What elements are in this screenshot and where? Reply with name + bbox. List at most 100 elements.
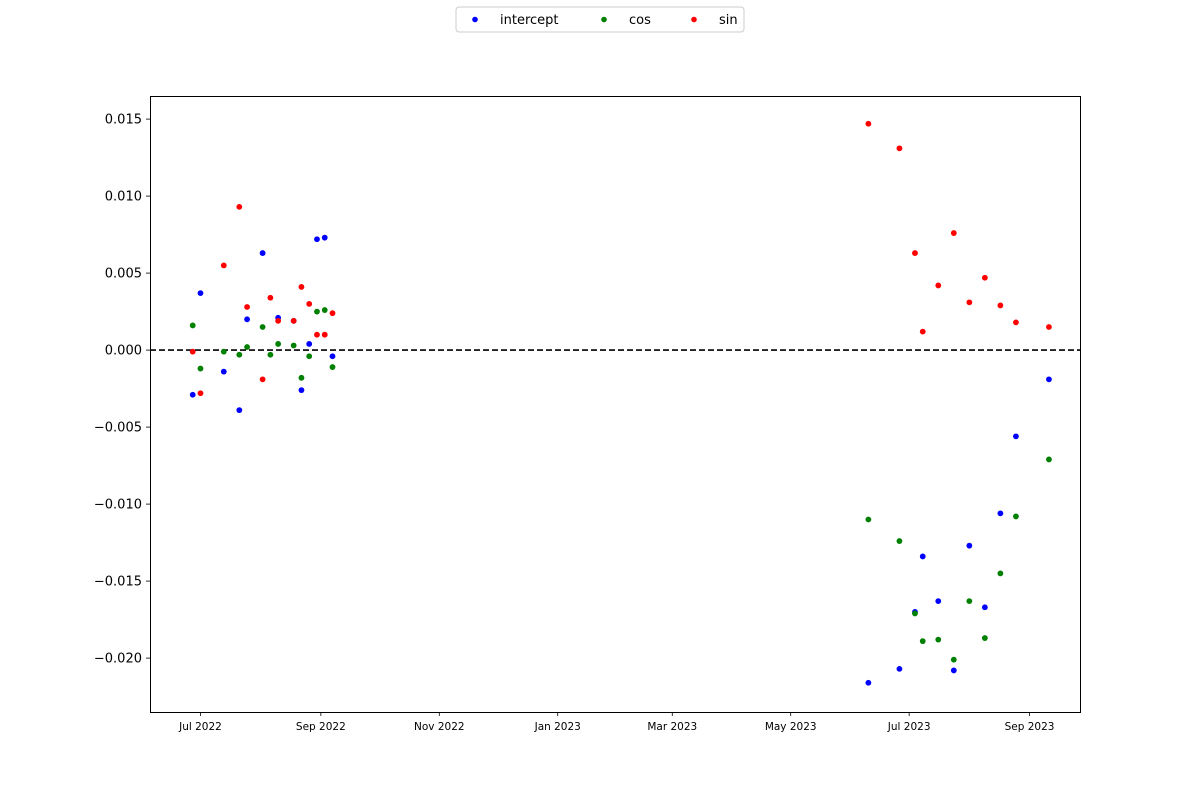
data-point-sin xyxy=(197,390,204,397)
legend-label-cos: cos xyxy=(629,13,651,28)
series-cos xyxy=(189,307,1052,663)
x-tick-label: May 2023 xyxy=(765,721,817,733)
data-point-intercept xyxy=(865,679,872,686)
data-point-intercept xyxy=(1046,376,1052,383)
data-point-sin xyxy=(912,250,918,256)
data-point-sin xyxy=(1013,319,1019,326)
data-point-cos xyxy=(259,324,266,330)
data-point-sin xyxy=(997,302,1004,309)
data-point-cos xyxy=(244,344,250,350)
data-point-intercept xyxy=(981,604,988,611)
data-point-cos xyxy=(1046,456,1052,463)
data-point-sin xyxy=(275,317,282,324)
data-point-cos xyxy=(298,374,305,381)
data-point-sin xyxy=(298,284,305,290)
data-point-intercept xyxy=(220,368,227,375)
data-point-intercept xyxy=(306,341,313,347)
y-tick-label: 0.015 xyxy=(105,113,142,128)
legend-marker-intercept xyxy=(472,16,478,23)
y-axis: 0.015 0.010 0.005 0.000 −0.005 −0.010 −0.015 −0… xyxy=(94,113,150,667)
data-point-cos xyxy=(950,656,957,663)
data-point-sin xyxy=(259,376,266,383)
x-tick-label: Jul 2023 xyxy=(887,721,931,733)
data-point-sin xyxy=(189,348,196,355)
data-point-cos xyxy=(935,636,942,643)
y-tick-label: 0.010 xyxy=(105,190,142,205)
data-point-intercept xyxy=(197,290,204,297)
data-point-sin xyxy=(267,294,274,301)
y-tick-label: 0.005 xyxy=(105,267,142,282)
legend-marker-cos xyxy=(601,16,607,23)
data-point-intercept xyxy=(329,353,336,360)
scatter-points xyxy=(189,120,1052,686)
data-point-sin xyxy=(896,145,903,152)
data-point-sin xyxy=(1046,324,1052,330)
legend-box xyxy=(455,6,745,33)
data-point-sin xyxy=(220,262,227,269)
data-point-cos xyxy=(220,348,227,355)
y-tick-label: −0.005 xyxy=(94,421,142,436)
data-point-sin xyxy=(321,331,328,338)
data-point-intercept xyxy=(321,234,328,241)
y-tick-label: −0.010 xyxy=(94,498,142,513)
data-point-cos xyxy=(912,610,918,617)
data-point-intercept xyxy=(189,391,196,398)
data-point-cos xyxy=(981,635,988,641)
data-point-intercept xyxy=(935,598,942,605)
data-point-cos xyxy=(267,351,274,358)
data-point-intercept xyxy=(966,542,973,549)
x-tick-label: Jan 2023 xyxy=(534,721,581,733)
data-point-sin xyxy=(919,328,926,335)
data-point-intercept xyxy=(919,553,926,560)
x-tick-label: Nov 2022 xyxy=(414,721,465,733)
data-point-sin xyxy=(865,120,872,127)
data-point-intercept xyxy=(298,387,305,394)
legend-marker-sin xyxy=(691,16,697,23)
legend-label-intercept: intercept xyxy=(500,13,559,28)
y-tick-label: −0.020 xyxy=(94,652,142,667)
x-tick-label: Jul 2022 xyxy=(178,721,222,733)
data-point-sin xyxy=(950,230,957,236)
data-point-cos xyxy=(321,307,328,313)
data-point-sin xyxy=(306,301,313,307)
data-point-sin xyxy=(290,317,297,324)
legend: intercept cos sin xyxy=(455,6,745,33)
data-point-cos xyxy=(306,353,313,360)
data-point-cos xyxy=(236,351,243,358)
data-point-cos xyxy=(275,341,282,347)
data-point-sin xyxy=(966,299,973,306)
data-point-sin xyxy=(935,282,942,289)
data-point-intercept xyxy=(244,316,250,323)
data-point-cos xyxy=(919,638,926,645)
data-point-sin xyxy=(244,304,250,310)
plot-area xyxy=(150,96,1081,713)
plot-frame xyxy=(150,96,1081,713)
data-point-cos xyxy=(197,365,204,372)
data-point-cos xyxy=(997,570,1004,577)
data-point-sin xyxy=(329,310,336,317)
x-tick-label: Sep 2022 xyxy=(296,721,346,733)
x-tick-label: Mar 2023 xyxy=(647,721,697,733)
data-point-cos xyxy=(290,342,297,349)
x-axis: Jul 2022 Sep 2022 Nov 2022 Jan 2023 Mar 2023… xyxy=(178,712,1054,733)
legend-label-sin: sin xyxy=(719,13,738,28)
data-point-intercept xyxy=(236,407,243,414)
data-point-intercept xyxy=(896,665,903,672)
series-sin xyxy=(189,120,1052,397)
data-point-cos xyxy=(329,364,336,370)
data-point-sin xyxy=(981,274,988,281)
data-point-intercept xyxy=(950,667,957,674)
data-point-cos xyxy=(314,308,320,315)
data-point-intercept xyxy=(314,236,320,243)
y-tick-label: −0.015 xyxy=(94,575,142,590)
data-point-intercept xyxy=(259,250,266,256)
data-point-cos xyxy=(1013,513,1019,520)
data-point-cos xyxy=(966,598,973,605)
y-tick-label: 0.000 xyxy=(105,344,142,359)
data-point-sin xyxy=(236,203,243,210)
data-point-intercept xyxy=(997,510,1004,517)
x-tick-label: Sep 2023 xyxy=(1005,721,1055,733)
data-point-sin xyxy=(314,331,320,338)
